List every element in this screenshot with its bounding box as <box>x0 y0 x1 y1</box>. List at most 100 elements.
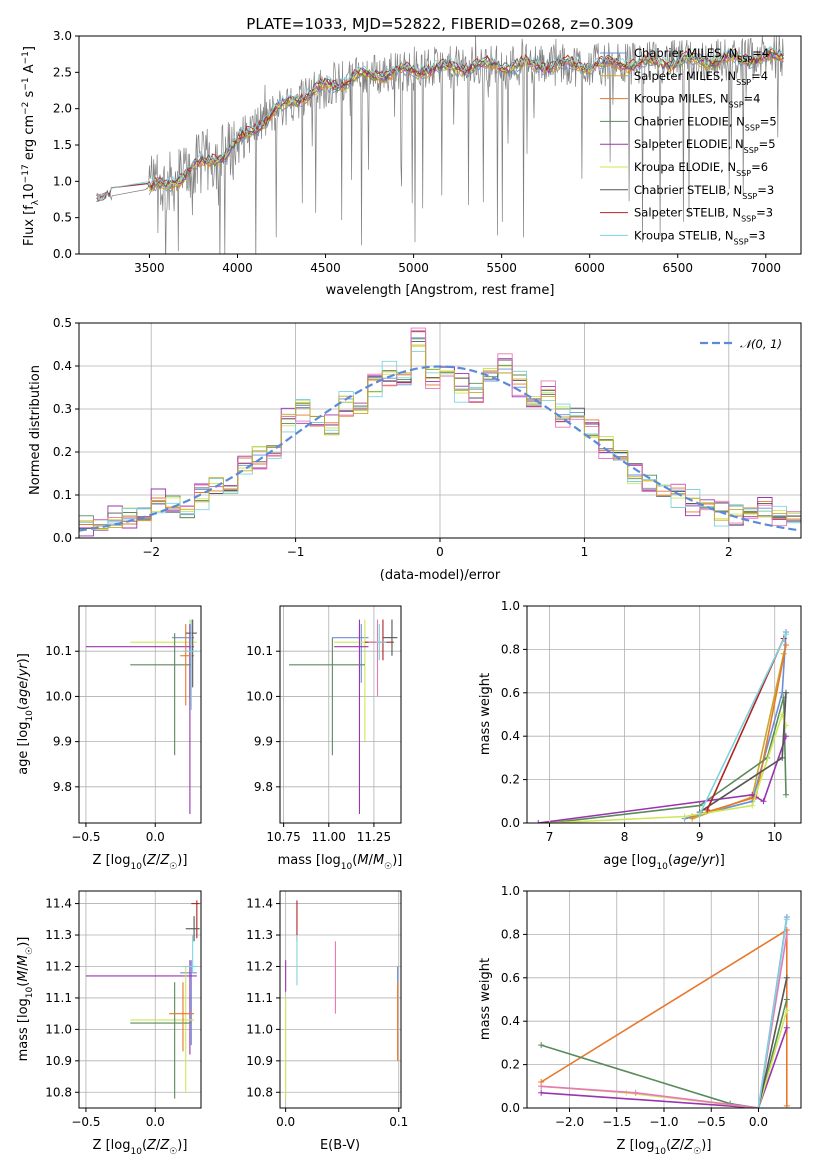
series-point <box>783 996 790 1003</box>
series-point <box>632 1089 639 1096</box>
x-tick-label: 0.0 <box>276 1115 295 1129</box>
axes-frame <box>78 605 202 824</box>
label-part: 10 <box>341 862 353 872</box>
legend-sub: SSP <box>741 214 756 223</box>
y-tick-label: 0.2 <box>501 773 520 787</box>
label-part: ☉ <box>25 947 35 955</box>
plot-area <box>280 606 401 823</box>
series-point <box>696 802 703 809</box>
panel-mass-vs-EBV: 0.0 0.1 10.8 10.9 11.0 11.1 11.2 11.3 11.4 E(B-V) <box>246 890 408 1153</box>
y-tick-label: 0.4 <box>501 729 520 743</box>
label-part: / <box>369 853 374 868</box>
legend-sub: SSP <box>737 55 752 64</box>
y-tick-label: 0.2 <box>501 1058 520 1072</box>
x-tick-label: 5500 <box>486 261 517 275</box>
y-tick-label: 11.3 <box>246 928 273 942</box>
normal-curve <box>79 365 799 532</box>
label-part: / <box>16 965 31 970</box>
axes-frame <box>78 322 802 539</box>
y-tick-label: 0.6 <box>501 971 520 985</box>
series-point <box>782 791 789 798</box>
label-part: Z <box>159 853 170 868</box>
label-part: yr <box>16 662 31 678</box>
series-point <box>760 798 767 805</box>
legend-entry: Kroupa STELIB, NSSP=3 <box>634 228 765 246</box>
y-tick-label: 0.8 <box>501 642 520 656</box>
x-tick-label: 0.0 <box>146 1115 165 1129</box>
legend-entry: Kroupa ELODIE, NSSP=6 <box>634 160 768 178</box>
label-part: Z <box>146 1138 157 1153</box>
series-point <box>546 820 553 823</box>
y-tick-label: 11.4 <box>45 897 72 911</box>
y-tick-label: 0.5 <box>53 316 72 330</box>
x-tick-label: 0.1 <box>389 1115 408 1129</box>
series-point <box>696 811 703 818</box>
label-part: ( <box>142 853 147 868</box>
series-point <box>782 631 789 638</box>
y-tick-label: 0.6 <box>501 686 520 700</box>
legend-text: =4 <box>744 92 761 106</box>
legend-text: =6 <box>751 160 768 174</box>
label-part: Z [log <box>617 1138 655 1153</box>
series-point <box>783 974 790 981</box>
series-point <box>779 754 786 761</box>
axes-frame <box>526 605 802 824</box>
panel-weight-vs-Z: −2.0 −1.5 −1.0 −0.5 0.0 0.0 0.2 0.4 0.6 0.8 1.0 Z [… <box>478 884 802 1157</box>
label-part: ( <box>666 1138 671 1153</box>
legend-entry: Chabrier STELIB, NSSP=3 <box>634 183 774 201</box>
legend-text: Kroupa STELIB, N <box>634 228 734 242</box>
legend-text: =3 <box>749 228 766 242</box>
y-tick-label: 10.0 <box>45 689 72 703</box>
x-tick-label: 11.00 <box>312 830 346 844</box>
label-part: / <box>156 1138 161 1153</box>
x-tick-label: 11.25 <box>357 830 391 844</box>
label-part: ( <box>352 853 357 868</box>
y-tick-label: 11.2 <box>45 959 72 973</box>
y-tick-label: 0.2 <box>53 445 72 459</box>
legend-text: Chabrier ELODIE, N <box>634 114 745 128</box>
series-point <box>535 820 542 823</box>
histogram-step <box>79 327 801 528</box>
y-tick-label: 10.1 <box>45 644 72 658</box>
y-tick-label: 0.0 <box>501 816 520 830</box>
series-point <box>538 1083 545 1090</box>
y-tick-label: 10.1 <box>246 644 273 658</box>
x-tick-label: −1.5 <box>602 1115 631 1129</box>
figure-title: PLATE=1033, MJD=52822, FIBERID=0268, z=0… <box>246 15 633 33</box>
label-part: Z <box>670 1138 681 1153</box>
x-tick-label: 9 <box>696 830 704 844</box>
legend-entry: Salpeter MILES, NSSP=4 <box>634 69 768 87</box>
legend-text: Chabrier STELIB, N <box>634 183 742 197</box>
x-axis-label: E(B-V) <box>320 1138 360 1153</box>
legend-sub: SSP <box>736 77 751 86</box>
y-tick-label: 0.0 <box>501 1101 520 1115</box>
x-axis-label: Z [log10(Z/Z☉)] <box>617 1138 712 1157</box>
x-tick-label: −0.5 <box>697 1115 726 1129</box>
x-tick-label: 6000 <box>574 261 605 275</box>
plot-area <box>527 891 801 1108</box>
label-part: −2 <box>21 102 31 115</box>
x-axis-label: Z [log10(Z/Z☉)] <box>93 1138 188 1157</box>
plot-area <box>527 606 801 823</box>
x-tick-label: 2 <box>725 545 733 559</box>
x-axis-label: mass [log10(M/M☉)] <box>278 853 403 872</box>
plot-area <box>96 36 784 254</box>
label-part: ( <box>668 853 673 868</box>
x-tick-label: 4000 <box>222 261 253 275</box>
y-axis-label: Normed distribution <box>28 365 43 495</box>
legend-sub: SSP <box>745 123 760 132</box>
series-point <box>681 813 688 820</box>
series-point <box>538 1089 545 1096</box>
y-tick-label: 11.4 <box>246 897 273 911</box>
label-part: Z [log <box>93 1138 131 1153</box>
y-tick-label: 0.5 <box>53 211 72 225</box>
y-axis-label: age [log10(age/yr)] <box>16 653 35 775</box>
series-point <box>783 916 790 923</box>
x-tick-label: 7 <box>546 830 554 844</box>
legend-text: Salpeter ELODIE, N <box>634 137 744 151</box>
spectrum-data-line <box>96 36 784 254</box>
x-tick-label: 3500 <box>134 261 165 275</box>
label-part: 10 <box>130 862 142 872</box>
